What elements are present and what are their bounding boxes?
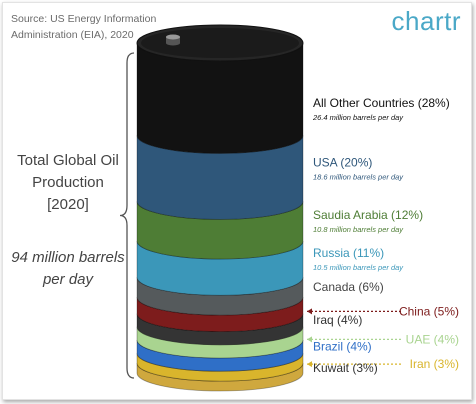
- side-title: Total Global Oil Production [2020]: [17, 152, 119, 213]
- barrel-cap: [166, 34, 180, 40]
- label-kuwait: Kuwait (3%): [313, 361, 378, 375]
- barrel-cap-side: [166, 37, 180, 43]
- label-russia: Russia (11%): [313, 246, 384, 260]
- source-note: Source: US Energy Information Administra…: [11, 13, 157, 41]
- curly-brace: [119, 52, 135, 379]
- barrel: [136, 24, 304, 392]
- brand-logo: chartr: [391, 6, 461, 36]
- label-iraq: Iraq (4%): [313, 313, 362, 327]
- barrel-lid-inner: [141, 28, 299, 58]
- label-uae: UAE (4%): [406, 332, 459, 346]
- callout-arrow-china: [307, 308, 312, 315]
- value-label-russia: 10.5 million barrels per day: [313, 263, 404, 272]
- callout-arrow-iran: [307, 361, 312, 368]
- value-label-usa: 18.6 million barrels per day: [313, 172, 404, 181]
- side-annotation: Total Global Oil Production [2020] 94 mill…: [11, 52, 135, 379]
- side-subtitle-line: per day: [42, 271, 95, 288]
- label-all-other-countries: All Other Countries (28%): [313, 96, 450, 110]
- chart-card: Source: US Energy Information Administra…: [2, 2, 472, 400]
- callout-arrow-uae: [307, 336, 312, 343]
- side-subtitle-line: 94 million barrels: [11, 249, 125, 266]
- value-label-all-other-countries: 26.4 million barrels per day: [312, 113, 404, 122]
- side-title-line: [2020]: [47, 196, 89, 213]
- value-label-saudia-arabia: 10.8 million barrels per day: [313, 225, 404, 234]
- label-china: China (5%): [399, 304, 459, 318]
- label-brazil: Brazil (4%): [313, 340, 372, 354]
- label-saudia-arabia: Saudia Arabia (12%): [313, 208, 423, 222]
- side-title-line: Total Global Oil: [17, 152, 119, 169]
- label-iran: Iran (3%): [410, 357, 459, 371]
- side-title-line: Production: [32, 174, 104, 191]
- oil-barrel-chart: Total Global Oil Production [2020] 94 mill…: [11, 24, 459, 392]
- label-canada: Canada (6%): [313, 280, 384, 294]
- segment-labels: All Other Countries (28%) 26.4 million ba…: [307, 96, 459, 375]
- barrel-cap-base: [166, 40, 180, 46]
- label-usa: USA (20%): [313, 155, 372, 169]
- side-subtitle: 94 million barrels per day: [11, 249, 125, 288]
